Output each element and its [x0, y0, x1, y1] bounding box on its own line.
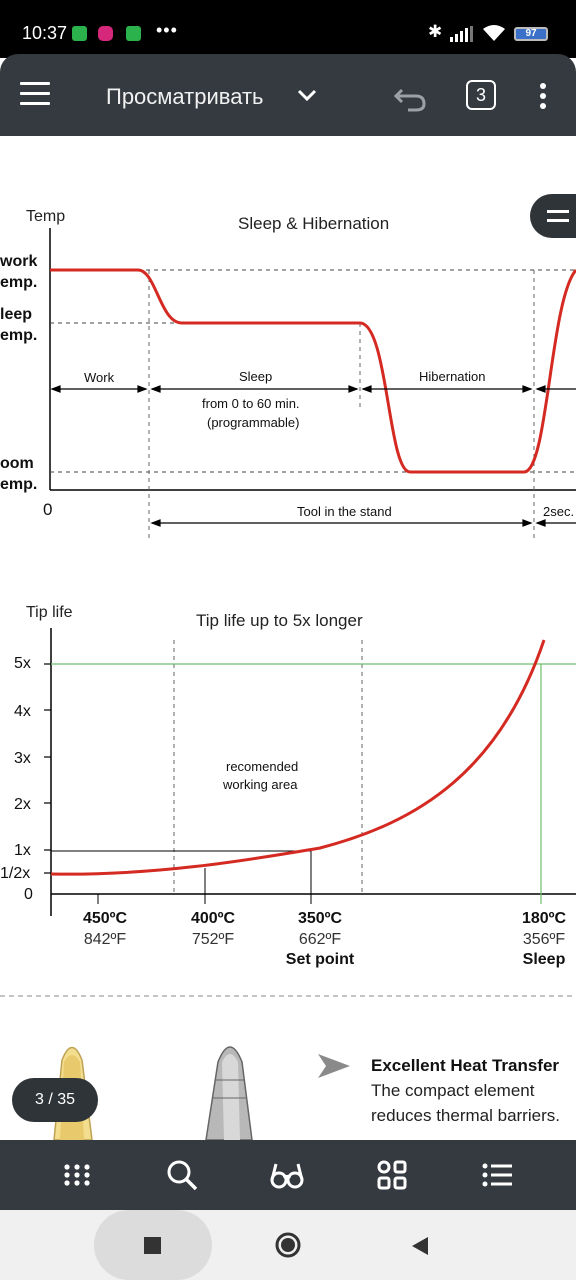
- signal-icon: [450, 26, 473, 42]
- undo-icon[interactable]: [394, 82, 430, 112]
- phone-app-icon: [72, 26, 87, 41]
- tip-life-curve: [50, 639, 546, 876]
- status-time: 10:37: [22, 23, 68, 43]
- level-label: emp.: [0, 327, 37, 344]
- view-mode-dropdown[interactable]: Просматривать: [106, 84, 264, 109]
- level-label: work: [0, 253, 37, 270]
- phase-label: Hibernation: [419, 369, 486, 384]
- page-indicator: 3 / 35: [12, 1078, 98, 1122]
- top-toolbar: Просматривать 3: [0, 54, 576, 136]
- chart2-title: Tip life up to 5x longer: [196, 611, 363, 630]
- y-tick-label: 4x: [14, 703, 31, 720]
- y-tick-label: 0: [24, 886, 33, 903]
- feature-heading: Excellent Heat Transfer: [371, 1056, 559, 1075]
- feature-text: reduces thermal barriers.: [371, 1106, 560, 1125]
- x-tick-fahrenheit: 356ºF: [523, 931, 566, 948]
- instagram-app-icon: [98, 26, 113, 41]
- feature-text: The compact element: [371, 1081, 535, 1100]
- level-label: emp.: [0, 476, 37, 493]
- reading-glasses-icon[interactable]: [270, 1158, 304, 1192]
- x-tick-celsius: 450ºC: [83, 910, 128, 927]
- chart1-title: Sleep & Hibernation: [238, 214, 389, 233]
- y-tick-label: 1/2x: [0, 865, 30, 882]
- x-tick-celsius: 400ºC: [191, 910, 236, 927]
- level-label: emp.: [0, 274, 37, 291]
- search-icon[interactable]: [165, 1158, 199, 1192]
- home-button[interactable]: [274, 1231, 302, 1259]
- chevron-down-icon[interactable]: [296, 84, 318, 106]
- bluetooth-icon: ✱: [428, 22, 443, 41]
- sleep-note: (programmable): [207, 415, 299, 430]
- wifi-icon: [483, 25, 505, 41]
- recent-apps-button[interactable]: [94, 1210, 212, 1280]
- more-notifications-icon: •••: [156, 20, 178, 40]
- grid-dots-icon[interactable]: [60, 1158, 94, 1192]
- sleep-note: from 0 to 60 min.: [202, 396, 300, 411]
- phase-label: Work: [84, 370, 115, 385]
- tip-life-chart: Tip life Tip life up to 5x longer 5x 4x …: [0, 604, 576, 968]
- outline-toggle-button[interactable]: [530, 194, 576, 238]
- working-area-label: working area: [222, 777, 298, 792]
- x-tick-note: Sleep: [523, 951, 566, 968]
- temperature-curve: [50, 268, 576, 474]
- chart2-ylabel: Tip life: [26, 604, 73, 621]
- y-tick-label: 2x: [14, 796, 31, 813]
- level-label: leep: [0, 306, 32, 323]
- working-area-label: recomended: [226, 759, 298, 774]
- x-tick-fahrenheit: 662ºF: [299, 931, 342, 948]
- arrow-bullet-icon: [318, 1054, 350, 1078]
- chart1-ylabel: Temp: [26, 208, 65, 225]
- system-nav-bar: [0, 1210, 576, 1280]
- phone-app-icon-2: [126, 26, 141, 41]
- x-tick-fahrenheit: 752ºF: [192, 931, 235, 948]
- bottom-toolbar: [0, 1140, 576, 1210]
- pages-grid-icon[interactable]: [375, 1158, 409, 1192]
- wake-label: 2sec.: [543, 504, 574, 519]
- x-tick-celsius: 180ºC: [522, 910, 567, 927]
- y-tick-label: 3x: [14, 750, 31, 767]
- battery-icon: 97: [514, 27, 548, 41]
- phase-label: Sleep: [239, 369, 272, 384]
- square-icon: [144, 1237, 161, 1254]
- document-canvas: Temp Sleep & Hibernation work emp. leep …: [0, 208, 576, 1140]
- document-page[interactable]: Temp Sleep & Hibernation work emp. leep …: [0, 136, 576, 1140]
- sleep-hibernation-chart: Temp Sleep & Hibernation work emp. leep …: [0, 208, 576, 540]
- more-options-icon[interactable]: [538, 82, 548, 110]
- tab-count-button[interactable]: 3: [466, 80, 496, 110]
- level-label: oom: [0, 455, 34, 472]
- menu-icon[interactable]: [20, 82, 50, 108]
- x-tick-celsius: 350ºC: [298, 910, 343, 927]
- y-tick-label: 5x: [14, 655, 31, 672]
- back-button[interactable]: [410, 1235, 430, 1257]
- stand-label: Tool in the stand: [297, 504, 392, 519]
- x-tick-note: Set point: [286, 951, 355, 968]
- x-tick-fahrenheit: 842ºF: [84, 931, 127, 948]
- origin-label: 0: [43, 500, 52, 519]
- status-bar: 10:37 ••• ✱ 97: [0, 0, 576, 58]
- y-tick-label: 1x: [14, 842, 31, 859]
- list-icon[interactable]: [480, 1158, 514, 1192]
